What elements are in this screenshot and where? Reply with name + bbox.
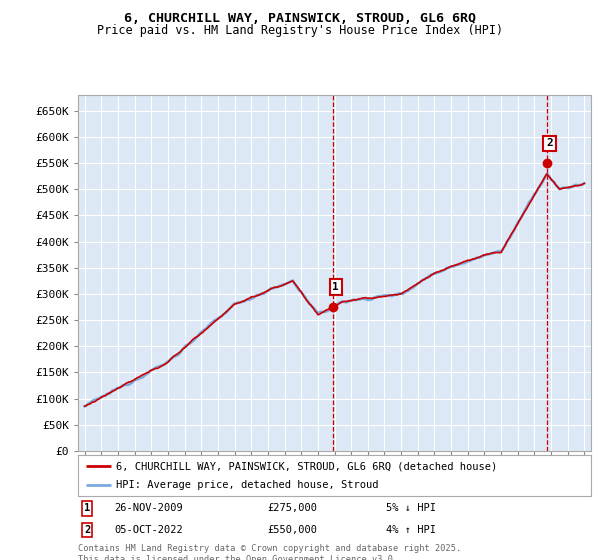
Text: HPI: Average price, detached house, Stroud: HPI: Average price, detached house, Stro… xyxy=(116,480,379,489)
Text: Price paid vs. HM Land Registry's House Price Index (HPI): Price paid vs. HM Land Registry's House … xyxy=(97,24,503,36)
Text: 2: 2 xyxy=(546,138,553,148)
Text: 6, CHURCHILL WAY, PAINSWICK, STROUD, GL6 6RQ (detached house): 6, CHURCHILL WAY, PAINSWICK, STROUD, GL6… xyxy=(116,461,498,471)
Text: £550,000: £550,000 xyxy=(268,525,318,535)
Text: Contains HM Land Registry data © Crown copyright and database right 2025.
This d: Contains HM Land Registry data © Crown c… xyxy=(78,544,461,560)
Text: 05-OCT-2022: 05-OCT-2022 xyxy=(114,525,182,535)
Text: 1: 1 xyxy=(332,282,339,292)
Text: £275,000: £275,000 xyxy=(268,503,318,514)
Text: 6, CHURCHILL WAY, PAINSWICK, STROUD, GL6 6RQ: 6, CHURCHILL WAY, PAINSWICK, STROUD, GL6… xyxy=(124,12,476,25)
Text: 4% ↑ HPI: 4% ↑ HPI xyxy=(386,525,436,535)
Text: 2: 2 xyxy=(84,525,91,535)
Text: 1: 1 xyxy=(84,503,91,514)
Text: 26-NOV-2009: 26-NOV-2009 xyxy=(114,503,182,514)
Text: 5% ↓ HPI: 5% ↓ HPI xyxy=(386,503,436,514)
